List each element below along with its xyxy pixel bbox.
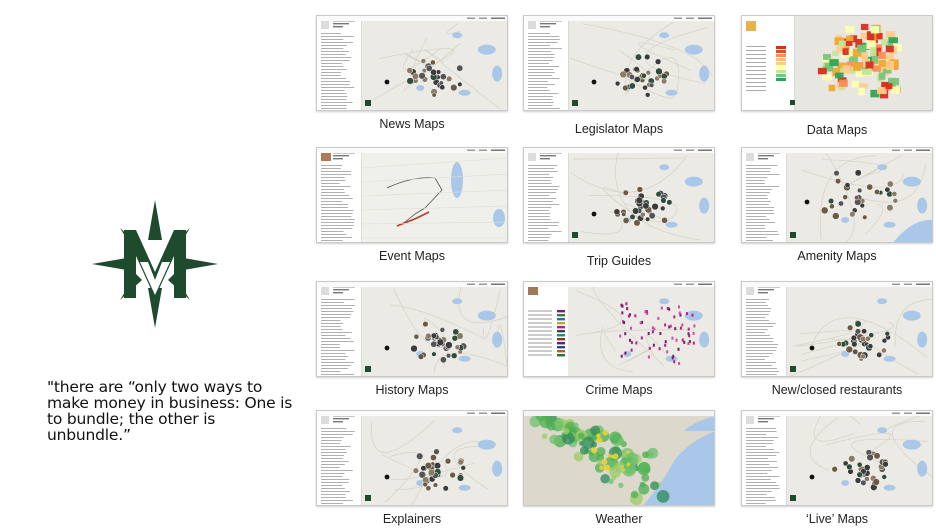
tile-label: Event Maps — [378, 249, 445, 263]
tile-thumbnail — [523, 15, 715, 111]
tile-thumbnail — [316, 281, 508, 377]
tile-thumbnail — [741, 15, 933, 111]
tile-thumbnail — [316, 15, 508, 111]
quote-text: "there are “only two ways to make money … — [47, 378, 293, 444]
tile-label: Trip Guides — [586, 254, 652, 268]
tile-label: Explainers — [382, 512, 442, 526]
tile-label: New/closed restaurants — [771, 383, 903, 397]
tile-thumbnail — [741, 147, 933, 243]
tile-label: Weather — [595, 512, 643, 526]
tile-thumbnail — [741, 281, 933, 377]
tile-label: Legislator Maps — [574, 122, 664, 136]
tile-label: ‘Live’ Maps — [805, 512, 869, 526]
tile-thumbnail — [316, 410, 508, 506]
tile-label: News Maps — [379, 117, 445, 131]
tile-thumbnail — [316, 147, 508, 243]
tile-thumbnail — [523, 410, 715, 506]
tile-label: Amenity Maps — [797, 249, 877, 263]
tile-thumbnail — [523, 147, 715, 243]
tile-label: Data Maps — [806, 123, 868, 137]
tile-label: Crime Maps — [585, 383, 653, 397]
compass-m-logo — [92, 200, 218, 328]
tile-thumbnail — [741, 410, 933, 506]
tile-label: History Maps — [375, 383, 449, 397]
tile-thumbnail — [523, 281, 715, 377]
